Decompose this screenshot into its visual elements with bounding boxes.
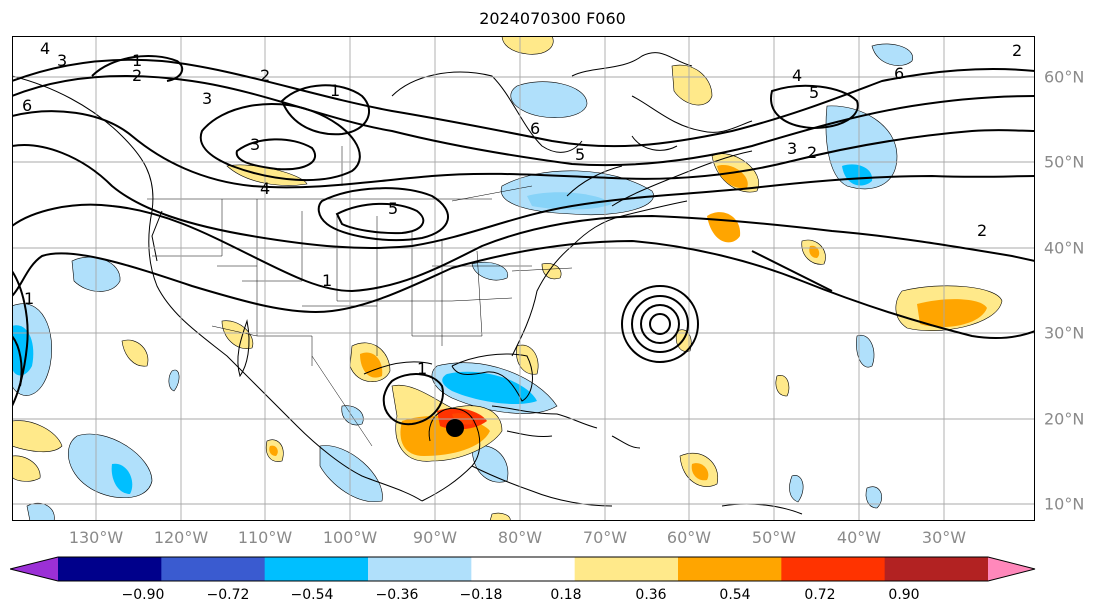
storm-center-marker [446, 419, 464, 437]
lon-label: 130°W [68, 528, 124, 547]
lat-label: 50°N [1044, 152, 1085, 172]
colorbar-extend-low [10, 557, 58, 581]
colorbar-tick-label: −0.18 [459, 587, 503, 603]
contour-label: 5 [388, 199, 398, 218]
contour-label: 1 [330, 81, 340, 100]
contour-label: 3 [202, 89, 212, 108]
colorbar-tick-label: 0.90 [888, 587, 920, 603]
lat-label: 10°N [1044, 494, 1085, 514]
colorbar-segment [678, 557, 782, 581]
colorbar-tick-label: −0.72 [206, 587, 250, 603]
contour-label: 2 [977, 221, 987, 240]
colorbar-tick-label: 0.54 [719, 587, 751, 603]
colorbar-tick-label: 0.36 [635, 587, 667, 603]
cyclone-contours [621, 285, 699, 363]
lat-label: 30°N [1044, 323, 1085, 343]
lon-label: 80°W [497, 528, 543, 547]
colorbar-segment [264, 557, 369, 581]
colorbar-extend-high [988, 557, 1035, 581]
contour-label: 2 [807, 143, 817, 162]
contour-label: 6 [894, 64, 904, 83]
coastlines [11, 52, 803, 515]
contour-label-group: 4 3 1 2 6 2 3 1 3 4 5 6 5 3 2 4 5 6 2 1 … [22, 39, 1022, 378]
contour-label: 6 [22, 96, 32, 115]
lon-label: 120°W [153, 528, 209, 547]
contour-label: 1 [24, 289, 34, 308]
contour-lines [11, 55, 1036, 426]
map-frame [12, 36, 1035, 521]
contour-label: 4 [260, 179, 270, 198]
colorbar-segment [368, 557, 472, 581]
contour-label: 3 [57, 51, 67, 70]
contour-label: 2 [132, 66, 142, 85]
colorbar-segment [58, 557, 162, 581]
colorbar-segment [161, 557, 266, 581]
lon-label: 30°W [921, 528, 967, 547]
colorbar-tick-label: −0.54 [290, 587, 334, 603]
contour-label: 6 [530, 119, 540, 138]
lon-label: 110°W [237, 528, 293, 547]
contour-label: 1 [417, 359, 427, 378]
colorbar-outline [9, 556, 1036, 582]
lat-label: 40°N [1044, 238, 1085, 258]
colorbar-tick-label: −0.36 [375, 587, 419, 603]
lon-label: 60°W [666, 528, 712, 547]
colorbar-graphic [9, 556, 1036, 582]
colorbar-tick-label: 0.18 [550, 587, 582, 603]
contour-label: 5 [575, 145, 585, 164]
lat-label: 60°N [1044, 67, 1085, 87]
colorbar-tick-label: 0.72 [804, 587, 836, 603]
colorbar-segment [574, 557, 679, 581]
graticule [12, 36, 1035, 521]
colorbar-segment [471, 557, 576, 581]
contour-label: 2 [1012, 41, 1022, 60]
colorbar [9, 556, 1036, 582]
lon-label: 40°W [836, 528, 882, 547]
contour-label: 1 [132, 51, 142, 70]
anomaly-shading [11, 35, 1003, 522]
map-canvas: 4 3 1 2 6 2 3 1 3 4 5 6 5 3 2 4 5 6 2 1 … [11, 35, 1036, 522]
contour-label: 2 [260, 66, 270, 85]
lon-label: 100°W [322, 528, 378, 547]
contour-label: 4 [40, 39, 50, 58]
contour-label: 3 [787, 139, 797, 158]
lon-label: 50°W [751, 528, 797, 547]
colorbar-segment [781, 557, 886, 581]
contour-label: 1 [322, 271, 332, 290]
colorbar-tick-label: −0.90 [121, 587, 165, 603]
lon-label: 70°W [582, 528, 628, 547]
map-panel: 4 3 1 2 6 2 3 1 3 4 5 6 5 3 2 4 5 6 2 1 … [11, 35, 1036, 522]
colorbar-segment [884, 557, 989, 581]
lat-label: 20°N [1044, 409, 1085, 429]
map-title: 2024070300 F060 [479, 9, 626, 28]
lon-label: 90°W [412, 528, 458, 547]
contour-label: 5 [809, 83, 819, 102]
contour-label: 3 [250, 135, 260, 154]
political-borders [147, 146, 573, 447]
contour-label: 4 [792, 66, 802, 85]
